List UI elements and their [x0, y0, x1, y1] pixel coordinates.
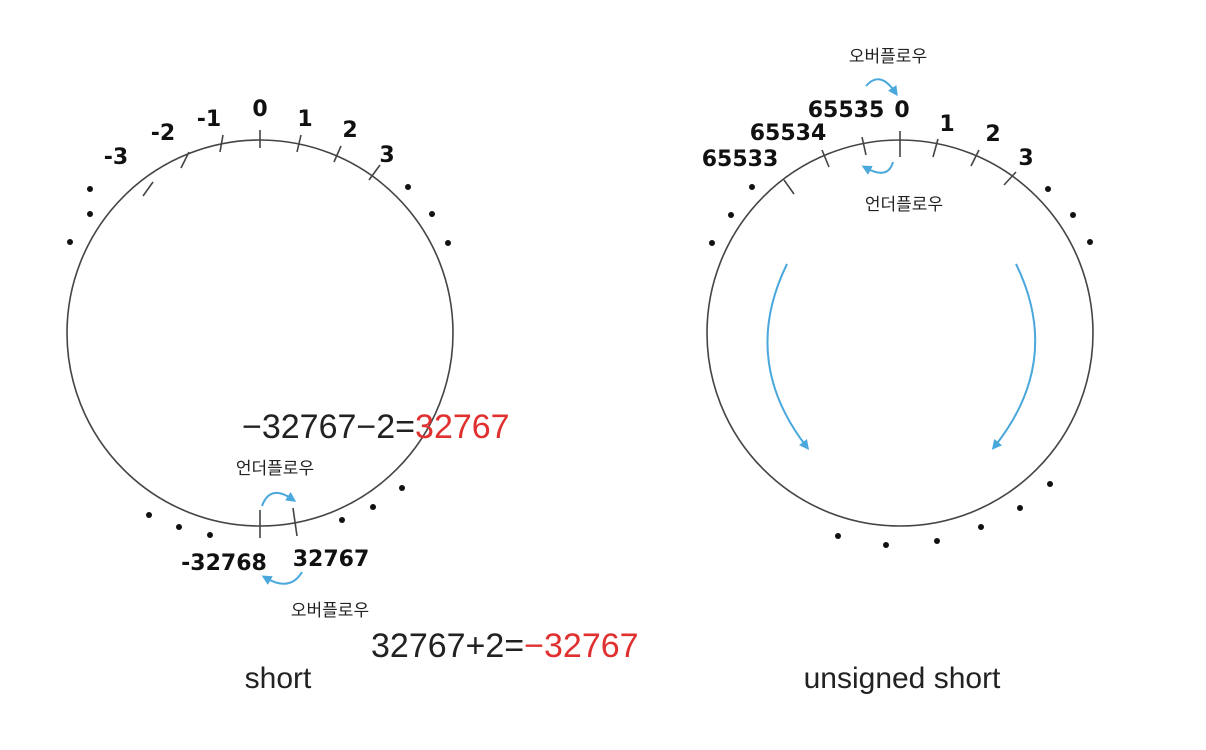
short-tick-label-2: 2: [342, 118, 357, 143]
short-underflow-arrow: [261, 491, 297, 507]
short-tick-minus3: [142, 181, 154, 197]
dot: [709, 240, 715, 246]
short-tick-label-1: 1: [297, 107, 312, 132]
unsigned-underflow-arrow: [861, 161, 894, 175]
dot: [399, 485, 405, 491]
unsigned-short-caption: unsigned short: [804, 662, 1001, 695]
unsigned-ellipsis-dots: [709, 184, 1093, 548]
unsigned-tick-2: [970, 149, 980, 167]
dot: [728, 212, 734, 218]
dot: [445, 240, 451, 246]
unsigned-tick-65534: [821, 149, 830, 168]
short-tick-label-32767: 32767: [293, 547, 370, 572]
dot: [405, 184, 411, 190]
short-tick-1: [296, 134, 302, 153]
short-tick-label-minus3: -3: [104, 145, 128, 170]
unsigned-tick-label-2: 2: [985, 122, 1000, 147]
dot: [1017, 505, 1023, 511]
dot: [934, 538, 940, 544]
unsigned-tick-label-65533: 65533: [702, 147, 779, 172]
short-overflow-arrow: [261, 571, 303, 585]
unsigned-tick-label-1: 1: [939, 112, 954, 137]
short-diagram: -3 -2 -1 0 1 2 3 −32767−2=32767 언더플로우: [66, 97, 639, 695]
short-tick-label-3: 3: [379, 143, 394, 168]
unsigned-inner-left-arrow: [766, 263, 810, 450]
short-tick-2: [333, 145, 342, 163]
dot: [146, 512, 152, 518]
short-tick-label-minus1: -1: [197, 107, 221, 132]
dot: [207, 532, 213, 538]
short-bottom-ticks: [259, 507, 298, 538]
dot: [835, 533, 841, 539]
unsigned-short-top-ticks: [783, 131, 1017, 195]
dot: [978, 524, 984, 530]
dot: [749, 184, 755, 190]
dot: [67, 239, 73, 245]
short-tick-label-minus2: -2: [151, 121, 175, 146]
dot: [1045, 186, 1051, 192]
short-top-ticks: [142, 130, 381, 197]
short-caption: short: [245, 662, 312, 695]
unsigned-tick-65535: [861, 136, 867, 156]
dot: [1070, 212, 1076, 218]
short-tick-minus1: [219, 134, 224, 153]
short-overflow-expression: 32767+2=: [371, 627, 524, 665]
unsigned-tick-65533: [783, 179, 795, 195]
short-underflow-equation: −32767−2=32767: [242, 408, 510, 446]
unsigned-inner-right-arrow: [991, 263, 1037, 450]
short-overflow-label: 오버플로우: [291, 601, 369, 621]
unsigned-tick-label-0: 0: [894, 98, 909, 123]
dot: [176, 524, 182, 530]
unsigned-overflow-arrow: [865, 78, 898, 97]
short-underflow-result: 32767: [415, 408, 510, 446]
unsigned-tick-label-65535: 65535: [808, 98, 885, 123]
dot: [370, 504, 376, 510]
unsigned-tick-1: [932, 138, 939, 158]
unsigned-overflow-label: 오버플로우: [849, 47, 927, 67]
short-tick-32767: [292, 507, 298, 537]
short-underflow-label: 언더플로우: [236, 459, 314, 479]
unsigned-tick-3: [1003, 171, 1017, 186]
dot: [1087, 239, 1093, 245]
dot: [1047, 481, 1053, 487]
short-underflow-expression: −32767−2=: [242, 408, 415, 446]
dot: [339, 517, 345, 523]
unsigned-short-diagram: 오버플로우 65533 65534 65535 0 1 2 3 언더플로우: [702, 47, 1094, 695]
unsigned-tick-label-3: 3: [1018, 146, 1033, 171]
unsigned-tick-label-65534: 65534: [750, 121, 827, 146]
short-tick-3: [368, 164, 381, 181]
short-tick-label-minus32768: -32768: [181, 551, 267, 576]
dot: [429, 211, 435, 217]
short-ellipsis-dots: [67, 184, 451, 538]
dot: [883, 542, 889, 548]
dot: [87, 186, 93, 192]
short-tick-minus2: [180, 151, 190, 169]
short-tick-label-0: 0: [252, 97, 267, 122]
dot: [87, 211, 93, 217]
short-overflow-result: −32767: [524, 627, 638, 665]
unsigned-underflow-label: 언더플로우: [865, 195, 943, 215]
short-overflow-equation: 32767+2=−32767: [371, 627, 639, 665]
